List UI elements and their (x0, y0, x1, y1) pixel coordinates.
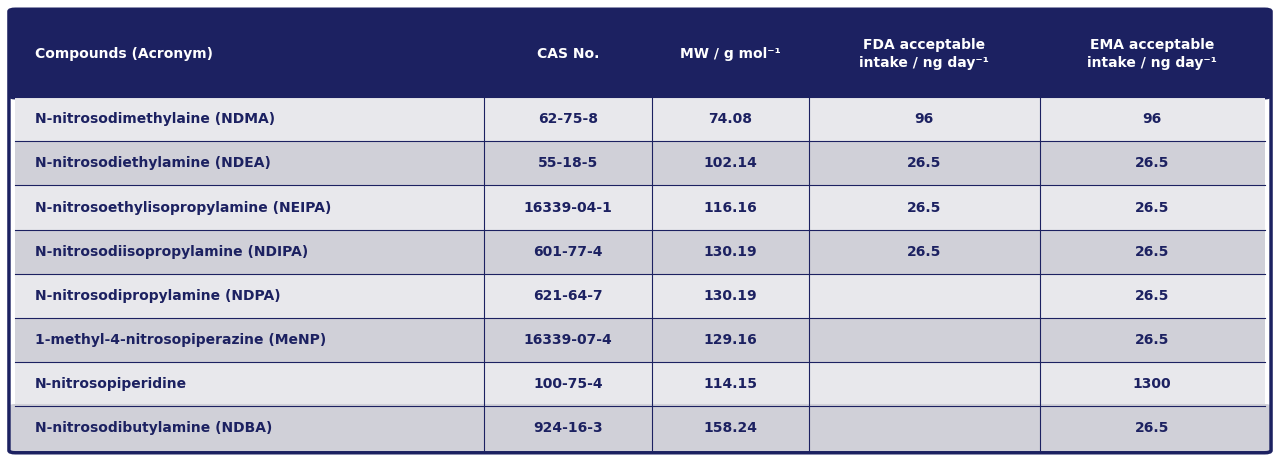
Bar (15, 406, 1265, 433)
Text: N-nitrosopiperidine: N-nitrosopiperidine (35, 377, 187, 391)
Text: 26.5: 26.5 (1135, 421, 1170, 435)
Bar (15, 230, 1265, 274)
Text: 96: 96 (915, 112, 934, 126)
Text: 601-77-4: 601-77-4 (534, 245, 603, 259)
Text: N-nitrosodipropylamine (NDPA): N-nitrosodipropylamine (NDPA) (35, 289, 280, 303)
Bar (15, 97, 1265, 141)
Text: 130.19: 130.19 (704, 245, 758, 259)
FancyBboxPatch shape (9, 404, 1271, 453)
Text: 129.16: 129.16 (704, 333, 758, 347)
Text: CAS No.: CAS No. (538, 47, 599, 61)
Text: 158.24: 158.24 (704, 421, 758, 435)
Text: 924-16-3: 924-16-3 (534, 421, 603, 435)
Text: 16339-07-4: 16339-07-4 (524, 333, 613, 347)
Text: MW / g mol⁻¹: MW / g mol⁻¹ (680, 47, 781, 61)
Text: 26.5: 26.5 (1135, 289, 1170, 303)
Text: 26.5: 26.5 (908, 245, 941, 259)
Text: 26.5: 26.5 (1135, 333, 1170, 347)
Text: 116.16: 116.16 (704, 201, 758, 214)
Text: 26.5: 26.5 (908, 156, 941, 170)
Text: N-nitrosoethylisopropylamine (NEIPA): N-nitrosoethylisopropylamine (NEIPA) (35, 201, 332, 214)
Bar (15, 318, 1265, 362)
Text: 26.5: 26.5 (1135, 156, 1170, 170)
Text: FDA acceptable
intake / ng day⁻¹: FDA acceptable intake / ng day⁻¹ (859, 38, 989, 70)
Text: 74.08: 74.08 (709, 112, 753, 126)
Text: 130.19: 130.19 (704, 289, 758, 303)
Text: 114.15: 114.15 (704, 377, 758, 391)
Text: 1300: 1300 (1133, 377, 1171, 391)
Text: 26.5: 26.5 (1135, 201, 1170, 214)
FancyBboxPatch shape (9, 9, 1271, 99)
Bar (15, 185, 1265, 230)
Text: 621-64-7: 621-64-7 (534, 289, 603, 303)
Text: 102.14: 102.14 (704, 156, 758, 170)
Text: N-nitrosodiisopropylamine (NDIPA): N-nitrosodiisopropylamine (NDIPA) (35, 245, 307, 259)
Text: EMA acceptable
intake / ng day⁻¹: EMA acceptable intake / ng day⁻¹ (1087, 38, 1217, 70)
Text: 62-75-8: 62-75-8 (538, 112, 598, 126)
Text: N-nitrosodiethylamine (NDEA): N-nitrosodiethylamine (NDEA) (35, 156, 270, 170)
Text: 55-18-5: 55-18-5 (538, 156, 598, 170)
Bar (15, 362, 1265, 406)
Text: N-nitrosodimethylaine (NDMA): N-nitrosodimethylaine (NDMA) (35, 112, 275, 126)
Text: N-nitrosodibutylamine (NDBA): N-nitrosodibutylamine (NDBA) (35, 421, 271, 435)
Text: 16339-04-1: 16339-04-1 (524, 201, 613, 214)
Text: 100-75-4: 100-75-4 (534, 377, 603, 391)
Bar (15, 141, 1265, 185)
Text: 26.5: 26.5 (1135, 245, 1170, 259)
Bar (15, 63, 1265, 97)
Text: 96: 96 (1143, 112, 1162, 126)
Text: Compounds (Acronym): Compounds (Acronym) (35, 47, 212, 61)
Text: 1-methyl-4-nitrosopiperazine (MeNP): 1-methyl-4-nitrosopiperazine (MeNP) (35, 333, 326, 347)
Bar (15, 274, 1265, 318)
Text: 26.5: 26.5 (908, 201, 941, 214)
